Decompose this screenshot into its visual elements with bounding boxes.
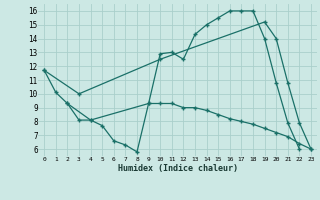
X-axis label: Humidex (Indice chaleur): Humidex (Indice chaleur) [118,164,238,173]
